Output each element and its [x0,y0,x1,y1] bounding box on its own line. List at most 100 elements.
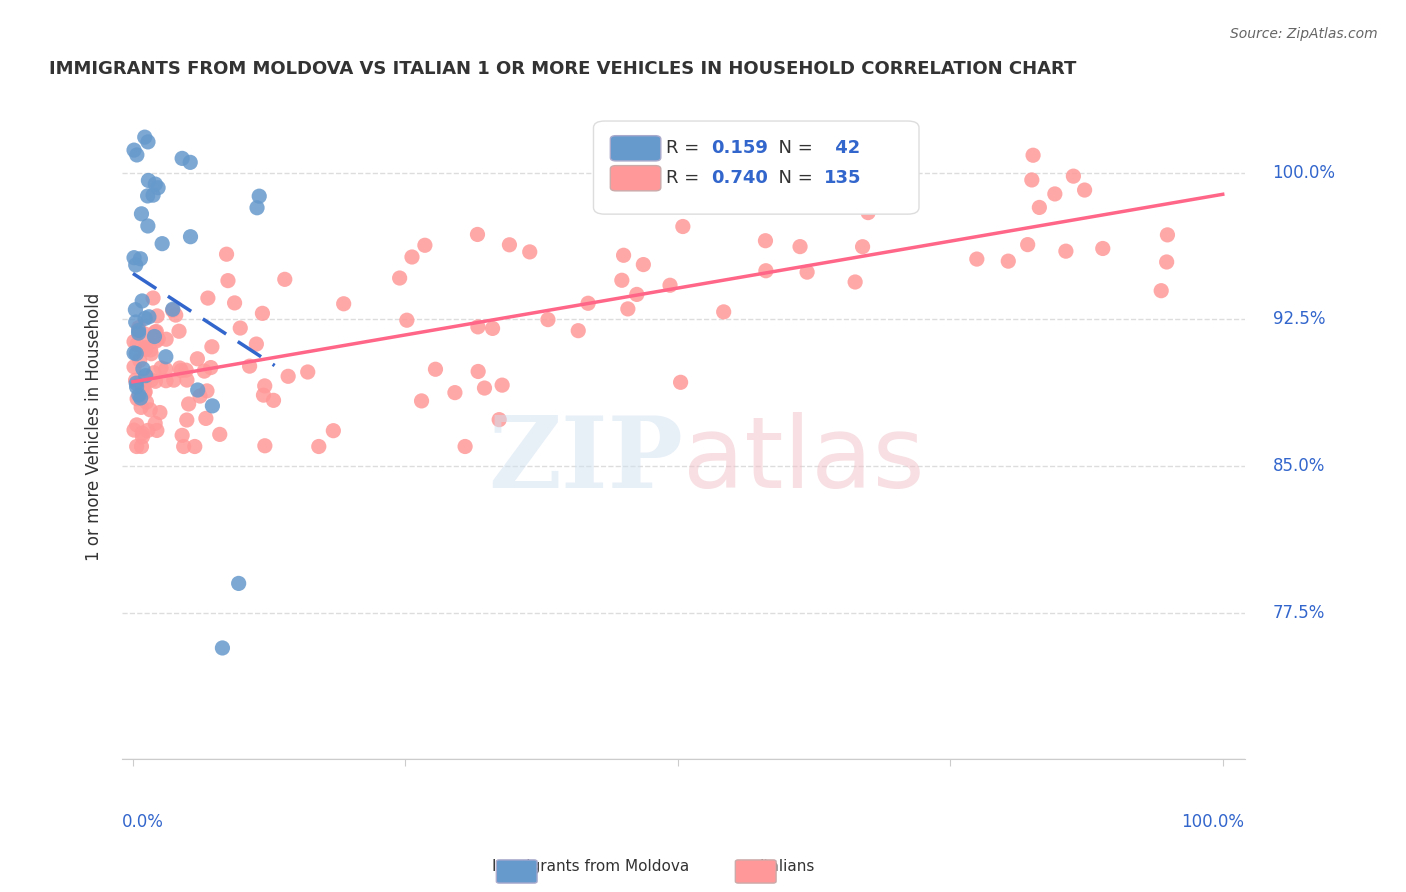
Italians [129,401,152,415]
Italians [155,374,177,388]
FancyBboxPatch shape [593,121,920,214]
Italians [1043,186,1066,201]
FancyBboxPatch shape [610,136,661,161]
Text: 135: 135 [824,169,860,187]
Immigrants from Moldova [201,399,224,413]
Immigrants from Moldova [125,347,148,361]
Italians [208,427,231,442]
Italians [567,324,589,338]
Italians [215,247,238,261]
Immigrants from Moldova [125,258,148,272]
Italians [789,239,811,253]
Italians [165,308,187,322]
Immigrants from Moldova [162,302,184,317]
Immigrants from Moldova [136,135,159,149]
Italians [134,384,156,399]
Italians [1017,237,1039,252]
Italians [142,366,165,380]
Italians [176,413,198,427]
Italians [277,369,299,384]
Immigrants from Moldova [146,180,169,194]
Italians [413,238,436,252]
Italians [125,440,148,454]
Italians [467,227,489,242]
Italians [252,388,274,402]
Immigrants from Moldova [125,380,148,394]
Italians [297,365,319,379]
Italians [201,340,224,354]
Italians [124,373,146,387]
Italians [613,248,636,262]
Immigrants from Moldova [134,130,156,145]
Italians [659,278,682,293]
Immigrants from Moldova [132,361,155,376]
Italians [141,373,163,387]
Italians [1021,173,1043,187]
Italians [401,250,423,264]
Immigrants from Moldova [136,219,159,233]
Italians [1054,244,1077,259]
Text: IMMIGRANTS FROM MOLDOVA VS ITALIAN 1 OR MORE VEHICLES IN HOUSEHOLD CORRELATION C: IMMIGRANTS FROM MOLDOVA VS ITALIAN 1 OR … [49,60,1077,78]
Italians [1022,148,1045,162]
FancyBboxPatch shape [610,166,661,191]
Immigrants from Moldova [246,201,269,215]
Italians [610,273,633,287]
Italians [1073,183,1095,197]
Immigrants from Moldova [247,189,270,203]
Italians [184,440,207,454]
Text: 0.740: 0.740 [711,169,768,187]
Immigrants from Moldova [179,155,201,169]
Italians [143,325,166,339]
Italians [143,417,166,431]
Italians [519,244,541,259]
Italians [145,334,167,348]
Italians [200,360,222,375]
Italians [488,412,510,426]
Immigrants from Moldova [125,148,148,162]
Italians [131,426,153,441]
Immigrants from Moldova [138,173,160,187]
Italians [135,327,157,342]
Italians [721,169,744,184]
Italians [1062,169,1084,183]
Immigrants from Moldova [172,152,194,166]
Immigrants from Moldova [128,326,150,340]
Immigrants from Moldova [135,368,157,383]
Immigrants from Moldova [129,391,152,405]
Immigrants from Moldova [142,188,165,202]
Text: Immigrants from Moldova: Immigrants from Moldova [492,859,689,874]
Text: 0.0%: 0.0% [122,813,165,830]
Immigrants from Moldova [150,236,173,251]
Italians [176,373,198,387]
Italians [148,332,170,346]
Immigrants from Moldova [131,207,153,221]
Italians [617,301,640,316]
Text: ZIP: ZIP [488,412,683,508]
Italians [467,364,489,378]
Italians [576,296,599,310]
Italians [411,393,433,408]
Italians [498,237,520,252]
Text: atlas: atlas [683,412,925,508]
Italians [253,439,276,453]
Italians [134,385,156,400]
Italians [425,362,447,376]
Italians [197,291,219,305]
Text: 92.5%: 92.5% [1272,310,1324,328]
Immigrants from Moldova [179,229,201,244]
Italians [600,180,623,194]
Italians [145,325,167,339]
Italians [139,343,162,357]
Italians [139,402,162,417]
Italians [186,351,208,366]
Text: 77.5%: 77.5% [1272,604,1324,622]
Italians [851,240,873,254]
Italians [997,254,1019,268]
Text: N =: N = [768,139,818,157]
Immigrants from Moldova [143,329,166,343]
Italians [155,362,177,376]
Italians [239,359,262,373]
Italians [245,337,267,351]
Italians [134,376,156,391]
Italians [146,309,169,323]
